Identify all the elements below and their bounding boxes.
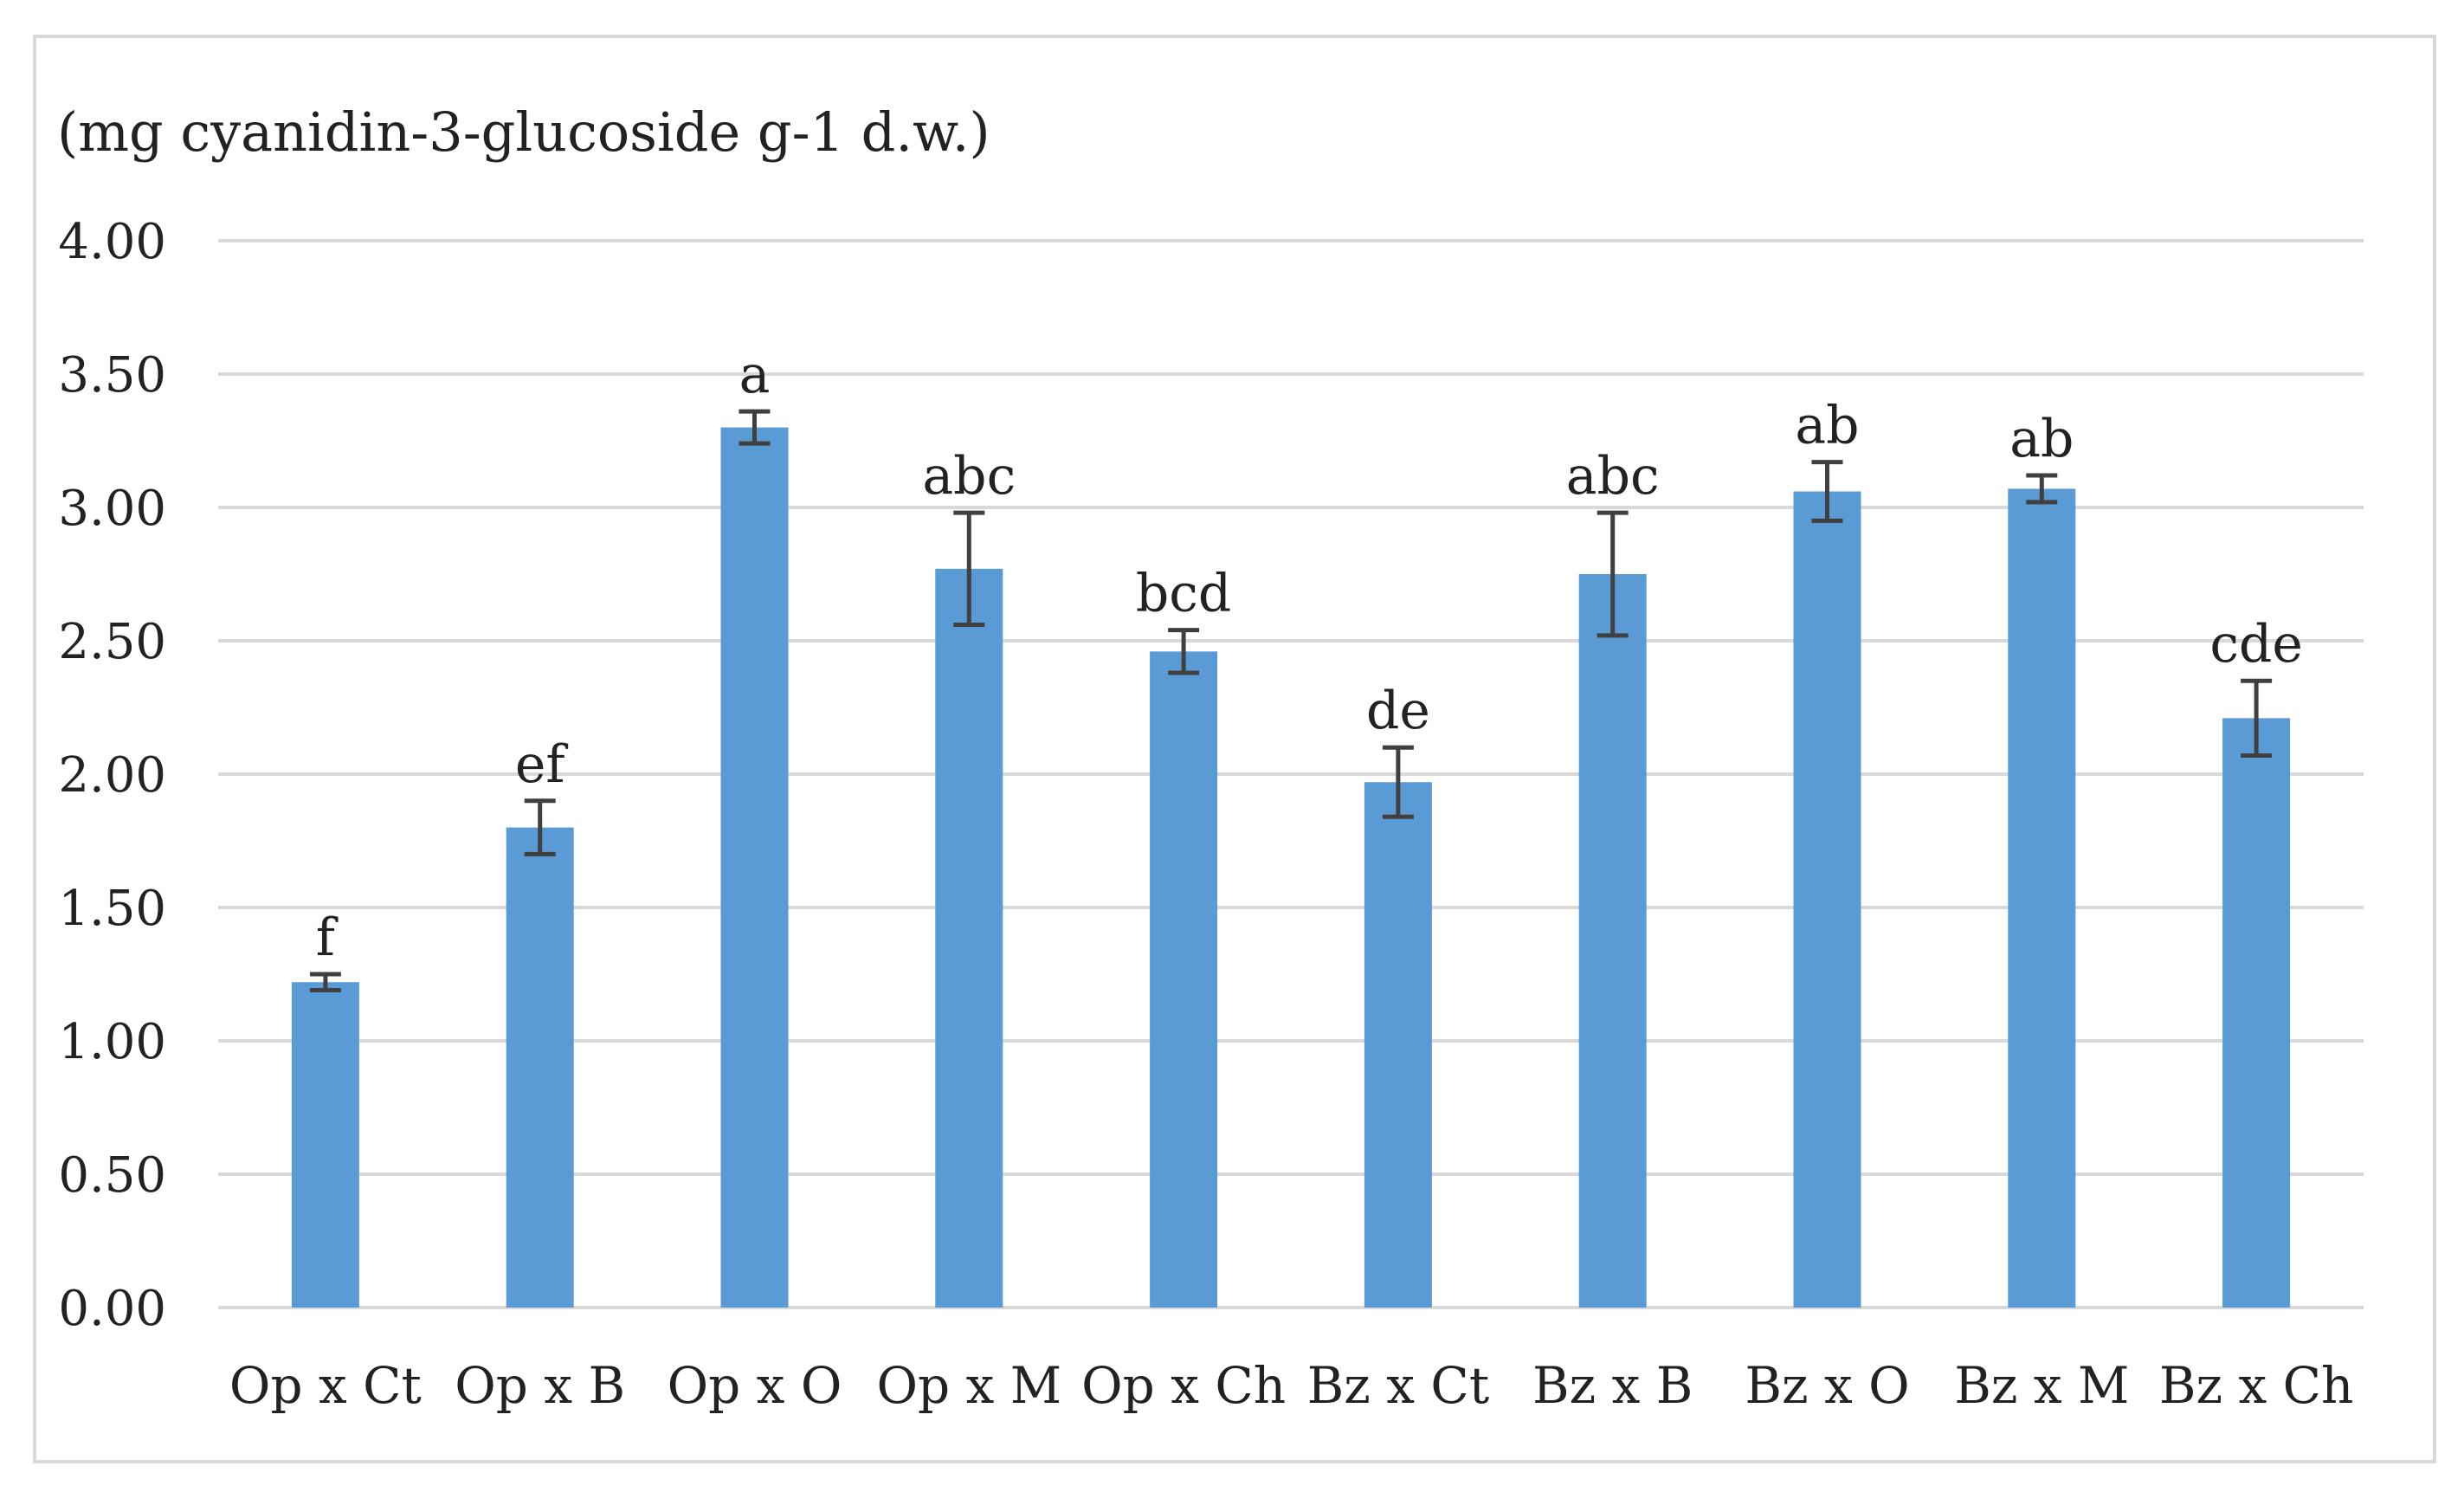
y-axis-ticks: 0.00 0.50 1.00 1.50 2.00 2.50 3.00 3.50 4.00 <box>58 214 166 1337</box>
error-bars <box>309 409 2273 992</box>
bar <box>1150 651 1218 1308</box>
y-tick-label: 1.50 <box>58 881 166 937</box>
bar <box>935 568 1003 1308</box>
bar <box>1793 491 1861 1308</box>
significance-label: abc <box>1566 446 1660 507</box>
x-tick-label: Bz x B <box>1532 1356 1693 1415</box>
x-tick-label: Op x O <box>668 1356 842 1415</box>
y-tick-label: 3.00 <box>58 481 166 537</box>
significance-labels: f ef a abc bcd de abc ab ab cde <box>316 345 2303 968</box>
significance-label: a <box>739 345 771 405</box>
x-axis-ticks: Op x Ct Op x B Op x O Op x M Op x Ch Bz x Ct B… <box>229 1356 2353 1415</box>
gridlines <box>218 239 2364 1309</box>
x-tick-label: Bz x Ch <box>2159 1356 2354 1415</box>
x-tick-label: Bz x Ct <box>1307 1356 1489 1415</box>
significance-label: de <box>1366 681 1430 741</box>
x-tick-label: Op x B <box>455 1356 625 1415</box>
y-tick-label: 3.50 <box>58 347 166 404</box>
y-tick-label: 0.00 <box>58 1281 166 1337</box>
bar <box>506 827 574 1308</box>
y-tick-label: 0.50 <box>58 1147 166 1204</box>
x-tick-label: Bz x M <box>1954 1356 2129 1415</box>
bar <box>2008 488 2076 1308</box>
y-tick-label: 2.50 <box>58 614 166 670</box>
significance-label: cde <box>2209 614 2303 675</box>
bar <box>720 427 789 1308</box>
x-tick-label: Bz x O <box>1745 1356 1909 1415</box>
significance-label: bcd <box>1136 564 1231 624</box>
bars <box>291 427 2291 1308</box>
significance-label: ab <box>1795 396 1859 456</box>
bar <box>2222 718 2291 1308</box>
y-tick-label: 4.00 <box>58 214 166 270</box>
significance-label: abc <box>922 446 1016 507</box>
bar <box>1364 782 1432 1308</box>
bar <box>291 982 359 1308</box>
bar <box>1578 574 1647 1308</box>
significance-label: ab <box>2009 409 2074 469</box>
x-tick-label: Op x Ct <box>229 1356 422 1415</box>
significance-label: f <box>316 908 339 968</box>
x-tick-label: Op x M <box>876 1356 1061 1415</box>
y-tick-label: 2.00 <box>58 747 166 804</box>
x-tick-label: Op x Ch <box>1081 1356 1286 1415</box>
y-tick-label: 1.00 <box>58 1014 166 1070</box>
significance-label: ef <box>515 734 569 795</box>
y-axis-unit-label: (mg cyanidin-3-glucoside g-1 d.w.) <box>57 100 990 164</box>
